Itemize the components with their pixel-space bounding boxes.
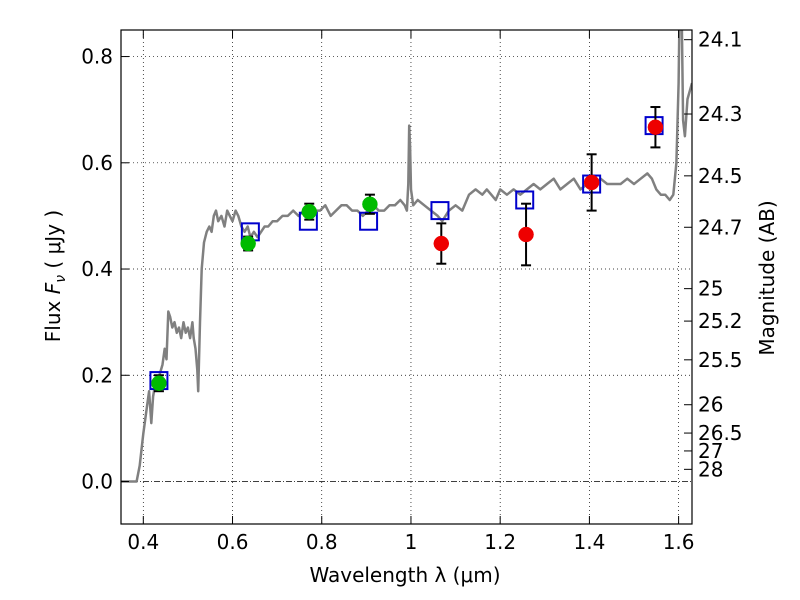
y-axis-label-symbol: F — [41, 282, 65, 294]
observed-point-red — [647, 119, 664, 135]
observed-point-green — [151, 375, 167, 391]
y-tick-label: 0.8 — [81, 45, 113, 69]
y2-tick-label: 24.7 — [698, 215, 743, 239]
y2-tick-label: 25 — [698, 277, 723, 301]
axis-ticks — [121, 30, 692, 524]
x-tick-label: 0.6 — [217, 530, 249, 554]
x-tick-labels: 0.4 0.6 0.8 1 1.2 1.4 1.6 — [127, 530, 694, 554]
y2-tick-label: 27 — [698, 439, 723, 463]
y-axis-label: Flux Fν ( μJy ) — [41, 210, 69, 342]
y2-tick-label: 28 — [698, 457, 723, 481]
observed-point-red — [583, 174, 600, 191]
y2-tick-label: 24.3 — [698, 102, 743, 126]
x-tick-label: 1.6 — [663, 530, 695, 554]
y2-tick-label: 24.5 — [698, 164, 743, 188]
observed-point-green — [301, 203, 318, 220]
x-tick-label: 0.8 — [306, 530, 338, 554]
model-band-squares — [149, 116, 664, 391]
observed-point-red — [518, 226, 534, 243]
model-band-square — [515, 190, 535, 210]
x-axis-label: Wavelength λ (μm) — [309, 563, 500, 587]
y-tick-label: 0.6 — [81, 151, 113, 175]
x-tick-label: 1.2 — [484, 530, 516, 554]
y2-tick-label: 24.1 — [698, 28, 743, 52]
model-band-square — [430, 201, 450, 221]
observed-point-red — [433, 235, 450, 252]
x-tick-label: 1.4 — [573, 530, 605, 554]
observed-point-green — [362, 196, 378, 212]
model-spectrum-line — [121, 30, 692, 483]
x-tick-label: 1 — [405, 530, 418, 554]
y-tick-labels: 0.0 0.2 0.4 0.6 0.8 — [81, 45, 113, 494]
observed-point-green — [240, 235, 256, 252]
y2-tick-label: 26 — [698, 393, 723, 417]
y2-tick-label: 25.2 — [698, 309, 743, 333]
y-axis-label-prefix: Flux — [41, 294, 65, 342]
y2-axis-label: Magnitude (AB) — [755, 200, 779, 355]
y-axis-label-suffix: ( μJy ) — [41, 210, 65, 275]
grid — [121, 30, 692, 524]
y-tick-label: 0.4 — [81, 257, 113, 281]
plot-frame — [120, 29, 693, 525]
model-band-square — [359, 211, 379, 231]
y-tick-label: 0.0 — [81, 470, 113, 494]
y2-tick-label: 26.5 — [698, 421, 743, 445]
y-axis-label-subscript: ν — [53, 275, 69, 283]
y-tick-label: 0.2 — [81, 363, 113, 387]
x-tick-label: 0.4 — [127, 530, 159, 554]
error-bars — [153, 106, 661, 393]
y2-tick-label: 25.5 — [698, 348, 743, 372]
observed-points — [151, 119, 664, 391]
